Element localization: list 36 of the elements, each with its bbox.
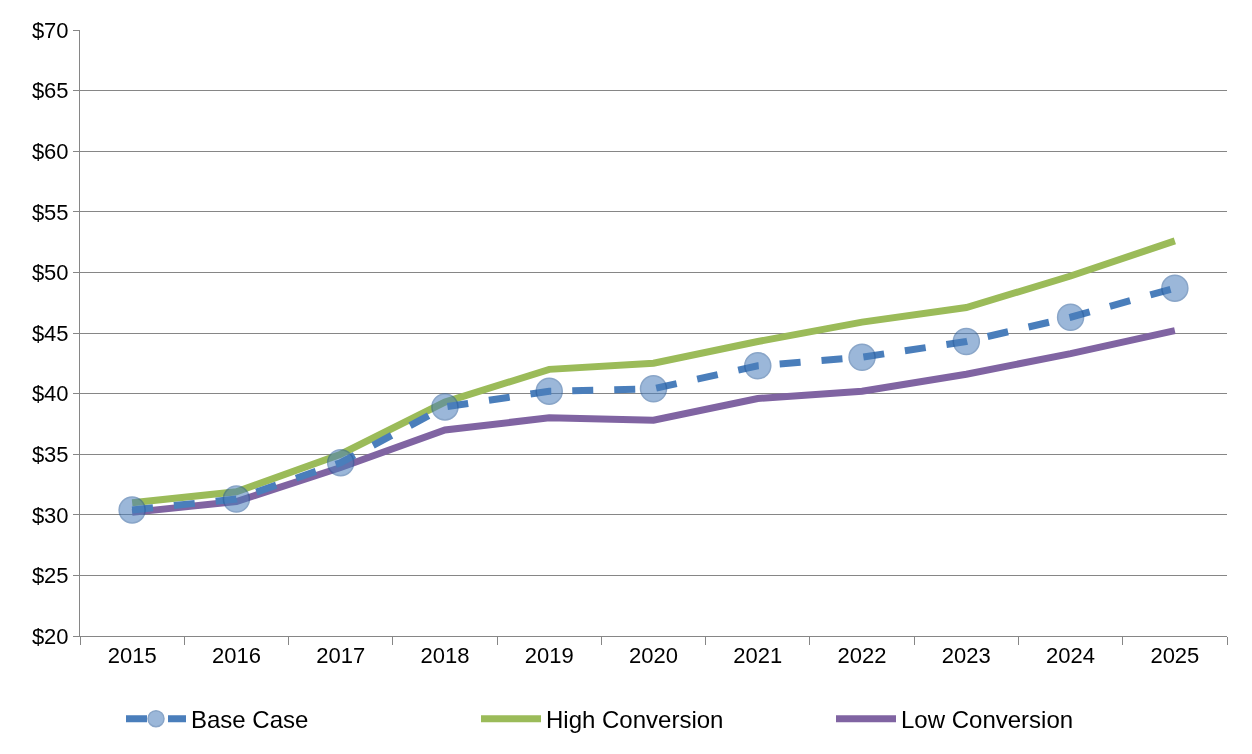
point: [535, 377, 563, 405]
x-tick-label: 2024: [1046, 643, 1096, 669]
point: [431, 393, 459, 421]
x-tick-label: 2015: [107, 643, 157, 669]
point: [222, 485, 251, 513]
y-tick-label: $25: [31, 563, 69, 589]
point: [952, 327, 981, 356]
y-tick-label: $20: [31, 623, 69, 649]
x-tick-label: 2023: [941, 643, 991, 669]
legend-label: Base Case: [191, 706, 309, 734]
point: [326, 448, 355, 477]
point: [744, 351, 772, 380]
x-tick-label: 2019: [524, 643, 574, 669]
y-tick-label: $70: [31, 17, 69, 43]
x-tick-label: 2016: [211, 643, 261, 669]
x-tick-label: 2022: [837, 643, 887, 669]
y-tick-label: $65: [31, 78, 69, 104]
point: [1161, 274, 1189, 302]
point: [118, 496, 146, 524]
point: [1056, 303, 1085, 331]
y-tick-label: $45: [31, 320, 69, 346]
x-tick-label: 2020: [629, 643, 678, 669]
y-tick-label: $30: [31, 502, 69, 528]
y-tick-label: $60: [31, 138, 69, 164]
y-tick-label: $55: [31, 199, 69, 225]
x-tick-label: 2017: [316, 643, 366, 669]
point: [848, 343, 876, 371]
legend-label: High Conversion: [546, 706, 724, 734]
x-tick-label: 2025: [1150, 643, 1200, 669]
y-tick-label: $35: [31, 441, 69, 467]
legend-label: Low Conversion: [901, 706, 1074, 734]
x-tick-label: 2021: [733, 643, 783, 669]
x-tick-label: 2018: [420, 643, 470, 669]
y-tick-label: $40: [31, 381, 69, 407]
y-tick-label: $50: [31, 260, 69, 286]
point: [639, 375, 668, 403]
